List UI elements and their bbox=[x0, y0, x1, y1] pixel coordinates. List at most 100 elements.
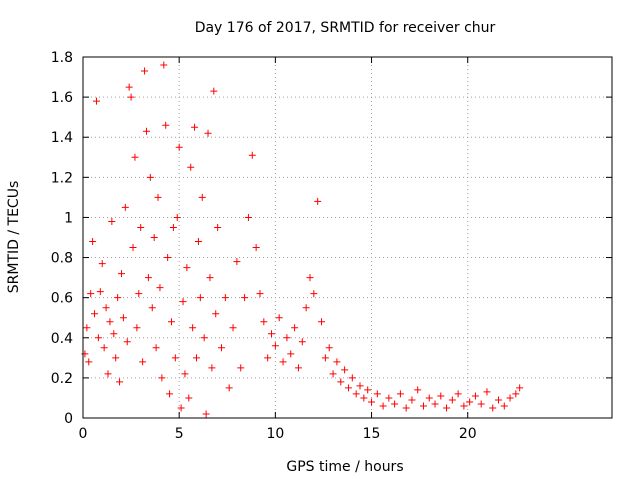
data-point bbox=[173, 213, 181, 221]
data-point bbox=[471, 392, 479, 400]
data-point bbox=[466, 398, 474, 406]
data-point bbox=[200, 334, 208, 342]
data-point bbox=[91, 310, 99, 318]
data-point bbox=[341, 366, 349, 374]
data-point bbox=[414, 386, 422, 394]
data-point bbox=[125, 83, 133, 91]
data-point bbox=[141, 67, 149, 75]
data-point bbox=[241, 294, 249, 302]
data-point bbox=[117, 270, 125, 278]
data-point bbox=[373, 390, 381, 398]
data-point bbox=[171, 354, 179, 362]
y-tick-label: 1.2 bbox=[51, 170, 73, 186]
data-point bbox=[268, 330, 276, 338]
data-point bbox=[139, 358, 147, 366]
x-tick-label: 5 bbox=[175, 426, 184, 442]
data-point bbox=[437, 392, 445, 400]
data-point bbox=[348, 374, 356, 382]
data-point bbox=[302, 304, 310, 312]
data-point bbox=[166, 390, 174, 398]
data-point bbox=[516, 384, 524, 392]
data-point bbox=[495, 396, 503, 404]
data-point bbox=[314, 197, 322, 205]
data-point bbox=[142, 127, 150, 135]
data-point bbox=[85, 358, 93, 366]
data-point bbox=[321, 354, 329, 362]
data-point bbox=[333, 358, 341, 366]
data-point bbox=[500, 402, 508, 410]
data-point bbox=[183, 264, 191, 272]
data-point bbox=[379, 402, 387, 410]
data-point bbox=[106, 318, 114, 326]
data-point bbox=[204, 129, 212, 137]
data-point bbox=[158, 374, 166, 382]
data-point bbox=[291, 324, 299, 332]
data-point bbox=[98, 260, 106, 268]
data-point bbox=[460, 402, 468, 410]
data-point bbox=[89, 238, 97, 246]
data-point bbox=[191, 123, 199, 131]
y-tick-label: 0.4 bbox=[51, 331, 73, 347]
data-point bbox=[114, 294, 122, 302]
data-point bbox=[225, 384, 233, 392]
x-axis-label: GPS time / hours bbox=[286, 459, 403, 475]
data-point bbox=[298, 338, 306, 346]
y-tick-label: 1 bbox=[64, 210, 73, 226]
data-point bbox=[431, 400, 439, 408]
data-point bbox=[194, 238, 202, 246]
data-point bbox=[164, 254, 172, 262]
data-point bbox=[152, 344, 160, 352]
data-point bbox=[210, 87, 218, 95]
data-point bbox=[123, 338, 131, 346]
data-point bbox=[454, 390, 462, 398]
data-point bbox=[443, 404, 451, 412]
data-point bbox=[283, 334, 291, 342]
data-point bbox=[179, 298, 187, 306]
data-point bbox=[275, 314, 283, 322]
data-point bbox=[408, 396, 416, 404]
data-point bbox=[150, 234, 158, 241]
data-point bbox=[396, 390, 404, 398]
data-point bbox=[512, 390, 520, 398]
data-point bbox=[244, 213, 252, 221]
data-point bbox=[221, 294, 229, 302]
data-point bbox=[279, 358, 287, 366]
data-point bbox=[131, 153, 139, 161]
data-point bbox=[294, 364, 302, 372]
data-point bbox=[169, 223, 177, 231]
data-point bbox=[127, 93, 135, 101]
data-point bbox=[352, 390, 360, 398]
x-tick-label: 10 bbox=[266, 426, 284, 442]
data-point bbox=[192, 354, 200, 362]
data-point bbox=[135, 290, 143, 298]
data-point bbox=[218, 344, 226, 352]
data-point bbox=[129, 244, 137, 252]
x-tick-label: 0 bbox=[79, 426, 88, 442]
data-point bbox=[206, 274, 214, 282]
data-point bbox=[489, 404, 497, 412]
y-axis-label: SRMTID / TECUs bbox=[6, 181, 22, 294]
data-point bbox=[506, 394, 514, 402]
data-point bbox=[160, 61, 168, 69]
data-point bbox=[175, 143, 183, 151]
data-point bbox=[229, 324, 237, 332]
ticks: 0 5 10 15 20 0 0.2 0.4 0.6 0.8 1 1.2 1.4 1.6 1.8 bbox=[51, 50, 612, 442]
data-point bbox=[477, 400, 485, 408]
x-tick-label: 15 bbox=[363, 426, 381, 442]
data-point bbox=[102, 304, 110, 312]
data-point bbox=[237, 364, 245, 372]
data-point bbox=[87, 290, 95, 298]
data-point bbox=[185, 394, 193, 402]
data-point bbox=[214, 223, 222, 231]
data-point bbox=[368, 398, 376, 406]
y-tick-label: 0 bbox=[64, 411, 73, 427]
data-point bbox=[116, 378, 124, 386]
data-point bbox=[181, 370, 189, 378]
data-point bbox=[252, 244, 260, 252]
data-point bbox=[360, 394, 368, 402]
y-tick-label: 1.4 bbox=[51, 130, 73, 146]
data-point bbox=[156, 284, 164, 292]
data-point bbox=[402, 404, 410, 412]
